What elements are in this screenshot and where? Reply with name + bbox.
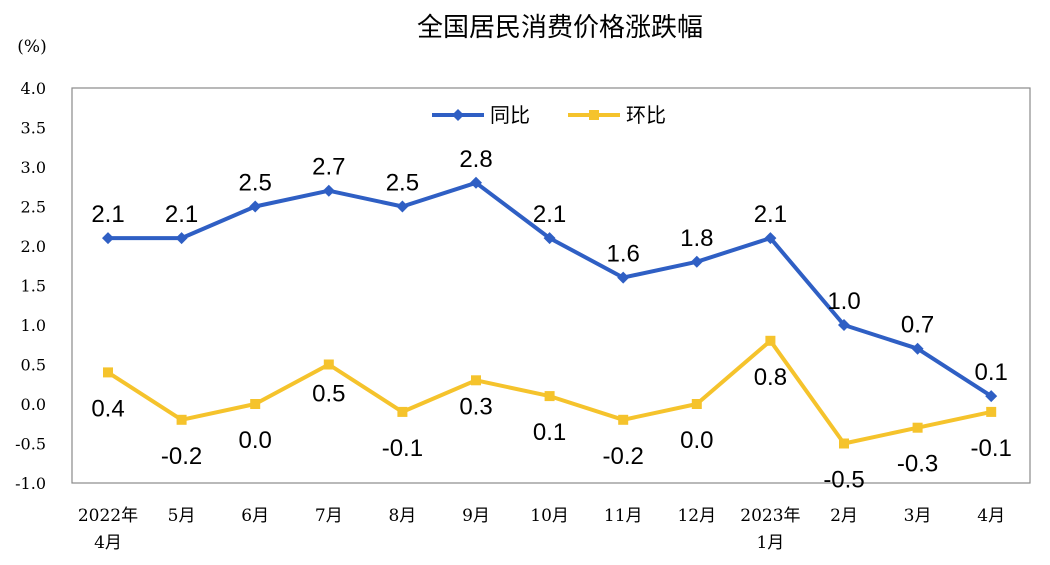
x-tick-label: 2月 xyxy=(830,506,858,526)
y-tick-label: -0.5 xyxy=(15,435,46,454)
data-point-marker xyxy=(471,375,481,386)
data-point-marker xyxy=(250,399,261,409)
y-axis: 4.0 3.5 3.0 2.5 2.0 1.5 1.0 0.5 0.0 -0.5 -1.0 xyxy=(15,79,46,493)
data-label: 1.8 xyxy=(680,225,713,252)
data-label: 0.5 xyxy=(312,381,345,408)
x-tick-label: 1月 xyxy=(756,533,784,553)
data-point-marker xyxy=(986,406,997,417)
plot-area-frame xyxy=(71,87,1031,484)
data-point-marker xyxy=(838,319,850,331)
data-point-marker xyxy=(765,335,776,346)
x-tick-label: 12月 xyxy=(677,506,716,526)
data-label: 2.1 xyxy=(533,201,566,228)
x-tick-label: 7月 xyxy=(315,506,343,526)
legend: 同比 环比 xyxy=(432,103,666,127)
data-point-marker xyxy=(839,438,849,449)
data-label: -0.1 xyxy=(971,435,1012,462)
data-point-marker xyxy=(543,232,556,245)
y-tick-label: 3.0 xyxy=(21,158,46,177)
x-tick-label: 5月 xyxy=(168,506,196,526)
data-point-marker xyxy=(249,200,262,213)
data-label: -0.1 xyxy=(382,435,423,462)
y-tick-label: 2.5 xyxy=(21,198,46,217)
y-tick-label: 0.0 xyxy=(21,395,46,414)
data-point-marker xyxy=(175,232,188,245)
data-point-marker xyxy=(323,359,334,370)
data-point-marker xyxy=(911,342,924,355)
data-label: 0.7 xyxy=(901,312,934,339)
x-tick-label: 6月 xyxy=(241,506,269,526)
legend-item-1: 环比 xyxy=(568,103,666,127)
y-tick-label: -1.0 xyxy=(15,474,46,493)
data-point-marker xyxy=(176,414,187,425)
data-label: 0.0 xyxy=(680,427,713,454)
data-label: 2.5 xyxy=(239,170,272,197)
series-1: 0.4 -0.2 0.0 0.5 -0.1 0.3 0.1 -0.2 0.0 0.8 -0.5 -0.… xyxy=(91,335,1012,494)
data-point-marker xyxy=(985,390,998,403)
x-tick-label: 2022年 xyxy=(78,506,138,526)
legend-item-0: 同比 xyxy=(432,103,530,127)
data-label: 0.8 xyxy=(754,364,787,391)
x-tick-label: 11月 xyxy=(604,506,643,526)
data-label: 0.0 xyxy=(239,427,272,454)
data-point-marker xyxy=(396,200,409,213)
data-point-marker xyxy=(102,232,114,245)
data-label: -0.2 xyxy=(603,443,644,470)
y-tick-label: 1.5 xyxy=(21,277,46,296)
data-label: 1.6 xyxy=(607,241,640,268)
data-point-marker xyxy=(544,391,555,402)
chart-title: 全国居民消费价格涨跌幅 xyxy=(417,13,703,43)
data-point-marker xyxy=(103,367,113,378)
series-0: 2.1 2.1 2.5 2.7 2.5 2.8 2.1 1.6 1.8 2.1 1.0 0.7 0.1 xyxy=(91,146,1008,403)
data-label: -0.2 xyxy=(161,443,202,470)
legend-marker xyxy=(589,110,599,120)
data-label: 2.1 xyxy=(91,201,124,228)
data-label: 2.1 xyxy=(165,201,198,228)
x-axis: 2022年 4月 5月 6月 7月 8月 9月 10月 11月 12月 2023年 1月 2月 3月 4月 xyxy=(78,506,1005,553)
x-tick-label: 9月 xyxy=(462,506,490,526)
data-label: 2.7 xyxy=(312,154,345,181)
data-point-marker xyxy=(618,414,629,425)
y-tick-label: 1.0 xyxy=(21,316,46,335)
data-label: 0.1 xyxy=(975,359,1008,386)
x-tick-label: 3月 xyxy=(904,506,932,526)
data-point-marker xyxy=(912,422,923,433)
y-tick-label: 0.5 xyxy=(21,356,46,375)
legend-label: 环比 xyxy=(626,103,666,127)
data-point-marker xyxy=(691,399,702,409)
data-label: 0.4 xyxy=(91,395,124,422)
data-label: 1.0 xyxy=(827,288,860,315)
data-label: 0.3 xyxy=(459,393,492,420)
legend-label: 同比 xyxy=(490,103,530,127)
x-tick-label: 4月 xyxy=(94,533,122,553)
data-label: 2.1 xyxy=(754,201,787,228)
y-tick-label: 2.0 xyxy=(21,237,46,256)
data-point-marker xyxy=(470,176,482,189)
data-point-marker xyxy=(764,232,777,245)
x-tick-label: 10月 xyxy=(530,506,569,526)
x-tick-label: 4月 xyxy=(977,506,1005,526)
data-label: 2.5 xyxy=(386,170,419,197)
legend-marker xyxy=(452,109,464,121)
series-layer: 2.1 2.12.52.72.52.82.11.61.82.11.00.70.10… xyxy=(91,146,1012,494)
data-label: -0.3 xyxy=(897,451,938,478)
data-point-marker xyxy=(690,255,703,268)
data-label: -0.5 xyxy=(823,467,864,494)
x-tick-label: 8月 xyxy=(388,506,416,526)
y-tick-label: 3.5 xyxy=(21,119,46,138)
data-point-marker xyxy=(397,406,408,417)
y-tick-label: 4.0 xyxy=(21,79,46,98)
x-tick-label: 2023年 xyxy=(740,506,800,526)
data-point-marker xyxy=(617,271,630,284)
y-axis-unit: (%) xyxy=(17,37,46,57)
data-label: 0.1 xyxy=(533,419,566,446)
data-point-marker xyxy=(322,184,335,197)
data-label: 2.8 xyxy=(459,146,492,173)
